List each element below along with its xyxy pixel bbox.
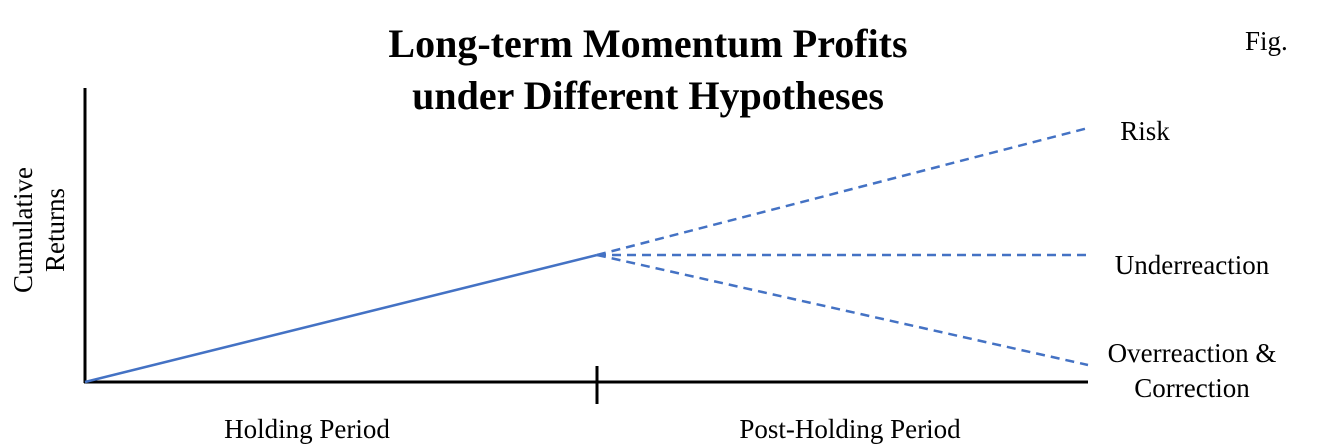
overreaction-line xyxy=(596,253,1089,367)
title-line: under Different Hypotheses xyxy=(412,73,884,118)
risk-line xyxy=(596,126,1089,257)
y-axis-label-line: Cumulative xyxy=(8,167,38,293)
y-axis-label-line: Returns xyxy=(40,188,70,272)
title-line: Long-term Momentum Profits xyxy=(388,21,907,66)
x-section-label: Holding Period xyxy=(224,414,390,444)
scenario-label: Overreaction & xyxy=(1108,338,1277,368)
y-axis-label: Cumulative Returns xyxy=(8,167,70,293)
x-section-label: Post-Holding Period xyxy=(739,414,961,444)
figure-tag: Fig. xyxy=(1245,26,1288,56)
scenario-label: Underreaction xyxy=(1115,250,1270,280)
holding-line xyxy=(84,253,598,384)
scenario-label: Risk xyxy=(1120,116,1170,146)
scenario-label: Correction xyxy=(1134,373,1250,403)
